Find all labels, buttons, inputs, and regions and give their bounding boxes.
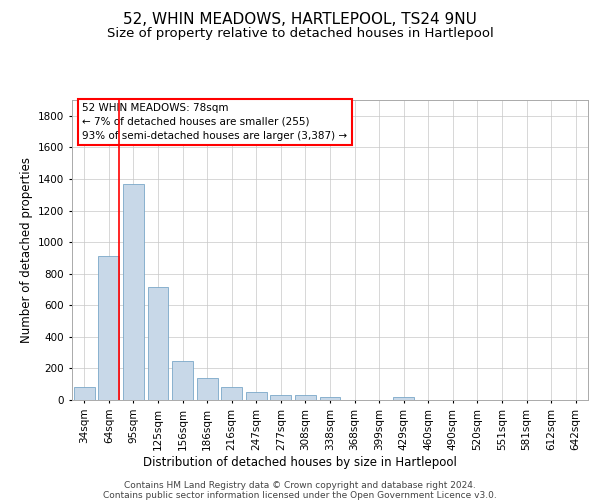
Bar [221,386,242,400]
Bar [123,184,144,400]
Bar [246,392,267,400]
Bar [320,397,340,400]
Bar [271,396,292,400]
Bar [172,362,193,400]
Text: Distribution of detached houses by size in Hartlepool: Distribution of detached houses by size … [143,456,457,469]
Bar [393,397,414,400]
Bar [74,388,95,400]
Bar [98,256,119,400]
Text: 52 WHIN MEADOWS: 78sqm
← 7% of detached houses are smaller (255)
93% of semi-det: 52 WHIN MEADOWS: 78sqm ← 7% of detached … [82,103,347,141]
Text: Contains public sector information licensed under the Open Government Licence v3: Contains public sector information licen… [103,490,497,500]
Text: Size of property relative to detached houses in Hartlepool: Size of property relative to detached ho… [107,28,493,40]
Bar [197,378,218,400]
Text: Contains HM Land Registry data © Crown copyright and database right 2024.: Contains HM Land Registry data © Crown c… [124,482,476,490]
Bar [295,396,316,400]
Text: 52, WHIN MEADOWS, HARTLEPOOL, TS24 9NU: 52, WHIN MEADOWS, HARTLEPOOL, TS24 9NU [123,12,477,28]
Bar [148,287,169,400]
Y-axis label: Number of detached properties: Number of detached properties [20,157,32,343]
